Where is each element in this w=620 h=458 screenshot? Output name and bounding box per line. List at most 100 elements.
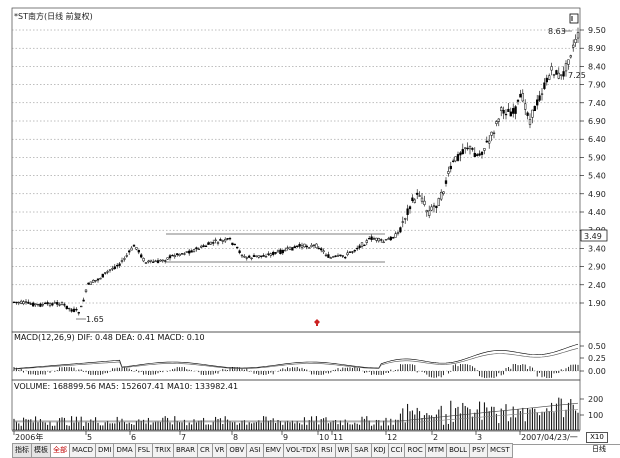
candle-body [420, 197, 424, 202]
candle-body [308, 247, 311, 249]
date-tick-label: 8 [233, 433, 238, 442]
candle-body [459, 152, 462, 156]
indicator-tab-指标[interactable]: 指标 [12, 443, 32, 458]
candle-body [96, 278, 100, 281]
candle-body [233, 243, 236, 246]
indicator-tab-boll[interactable]: BOLL [447, 443, 471, 458]
candle-body [447, 171, 450, 174]
candle-body [214, 239, 217, 241]
indicator-tab-cci[interactable]: CCI [388, 443, 406, 458]
candle-body [34, 303, 37, 305]
candle-body [272, 251, 275, 255]
indicator-tab-emv[interactable]: EMV [263, 443, 284, 458]
candle-body [363, 244, 366, 247]
candle-body [356, 247, 359, 250]
candle-body [63, 304, 66, 306]
candle-body [166, 257, 169, 260]
indicator-tab-obv[interactable]: OBV [227, 443, 248, 458]
candle-body [502, 109, 505, 114]
tab-bar-spacer [512, 443, 620, 458]
candle-body [164, 260, 167, 262]
period-box[interactable]: 日线 [592, 445, 606, 453]
candle-body [101, 273, 104, 278]
indicator-tab-fsl[interactable]: FSL [135, 443, 153, 458]
candle-body [346, 252, 349, 256]
candle-body [190, 250, 193, 253]
candle-body [200, 245, 203, 248]
candle-body [257, 255, 260, 258]
candle-body [488, 140, 491, 144]
candle-body [219, 239, 222, 241]
candle-body [48, 303, 52, 307]
candle-body [428, 210, 431, 216]
candle-body [231, 242, 234, 245]
volume-ma5-line [14, 402, 579, 422]
indicator-tab-dma[interactable]: DMA [114, 443, 136, 458]
indicator-tab-cr[interactable]: CR [198, 443, 213, 458]
candle-body [207, 242, 210, 245]
indicator-tab-mtm[interactable]: MTM [425, 443, 448, 458]
candle-body [564, 62, 568, 72]
candle-body [51, 303, 54, 306]
indicator-tab-kdj[interactable]: KDJ [371, 443, 389, 458]
candle-body [471, 148, 474, 150]
indicator-tab-sar[interactable]: SAR [352, 443, 372, 458]
candle-body [260, 255, 263, 257]
indicator-tab-vol-tdx[interactable]: VOL-TDX [283, 443, 320, 458]
candle-body [192, 249, 196, 253]
candle-body [152, 261, 155, 263]
candle-body [545, 77, 548, 83]
indicator-tab-brar[interactable]: BRAR [173, 443, 198, 458]
candle-body [377, 238, 380, 242]
window-toggle-icon[interactable] [569, 13, 579, 24]
indicator-tab-模板[interactable]: 模板 [32, 443, 51, 458]
candle-body [432, 205, 436, 207]
indicator-tab-全部[interactable]: 全部 [51, 443, 70, 458]
candle-body [288, 246, 292, 250]
indicator-tab-rsi[interactable]: RSI [319, 443, 336, 458]
price-gridlines [12, 29, 580, 304]
candle-body [188, 250, 191, 254]
candle-body [480, 151, 484, 155]
candle-body [118, 263, 121, 266]
candle-body [108, 269, 112, 271]
candle-body [490, 131, 493, 136]
candle-body [243, 256, 246, 258]
candle-body [212, 242, 215, 244]
candle-body [485, 140, 488, 143]
indicator-tab-psy[interactable]: PSY [470, 443, 489, 458]
indicator-tab-mcst[interactable]: MCST [488, 443, 513, 458]
current-price-badge-box [580, 229, 608, 242]
candle-body [452, 160, 455, 162]
volume-panel-frame [11, 379, 581, 431]
candle-body [142, 258, 145, 262]
candle-body [320, 248, 323, 251]
indicator-tab-vr[interactable]: VR [212, 443, 228, 458]
indicator-tab-asi[interactable]: ASI [247, 443, 264, 458]
volume-axis-labels: 200 100 [580, 395, 603, 420]
candle-body [123, 258, 126, 260]
indicator-tab-bar: 指标 模板 全部 MACD DMI DMA FSL TRIX BRAR CR VR OBV ASI EMV… [12, 443, 620, 458]
indicator-tab-dmi[interactable]: DMI [95, 443, 115, 458]
min-price-label: 1.65 [86, 315, 104, 324]
candle-body [144, 262, 148, 264]
candle-body [89, 281, 92, 285]
candle-body [176, 253, 179, 256]
candle-body [358, 245, 361, 249]
candle-body [514, 106, 517, 114]
indicator-tab-wr[interactable]: WR [335, 443, 353, 458]
candle-body [521, 93, 524, 102]
candle-body [44, 302, 47, 305]
candle-body [406, 208, 409, 215]
indicator-tab-macd[interactable]: MACD [70, 443, 96, 458]
candle-body [125, 255, 128, 257]
indicator-tab-roc[interactable]: ROC [405, 443, 426, 458]
candle-body [65, 305, 68, 310]
indicator-tab-trix[interactable]: TRIX [152, 443, 174, 458]
date-tick-label: 2 [433, 433, 438, 442]
candle-body [509, 111, 512, 117]
candle-body [250, 257, 253, 260]
candle-body [519, 93, 522, 98]
candle-body [569, 55, 572, 58]
